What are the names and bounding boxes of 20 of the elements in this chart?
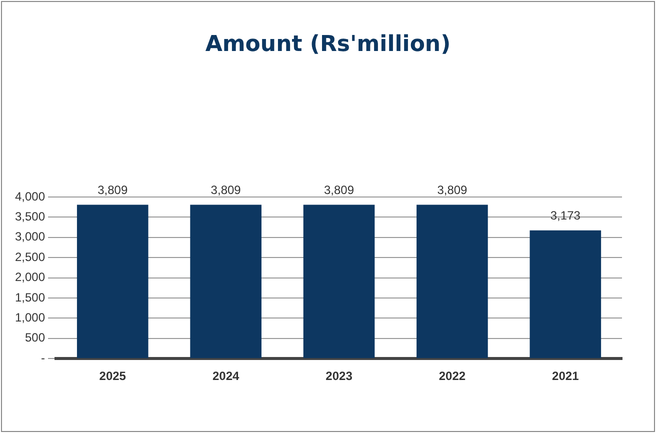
x-tick-label: 2022 [438,369,466,384]
x-tick-label: 2023 [326,369,353,384]
y-tick-label: 4,000 [15,189,46,204]
data-label: 3,809 [437,183,468,198]
y-tick-label: 2,500 [15,250,46,264]
y-tick-label: 2,000 [15,270,46,284]
x-tick-label: 2024 [212,369,240,384]
chart-title: Amount (Rs'million) [204,32,452,57]
y-tick-label: 500 [25,330,46,345]
data-label: 3,809 [210,183,242,198]
y-tick-label: - [41,350,46,365]
x-tick-label: 2025 [99,369,126,384]
x-tick-label: 2021 [552,369,580,384]
y-tick-label: 3,500 [15,210,46,224]
y-tick-label: 1,500 [15,290,46,304]
y-tick-label: 3,000 [15,230,46,244]
data-label: 3,173 [550,208,581,223]
data-label: 3,809 [324,183,354,198]
y-tick-label: 1,000 [15,310,46,325]
data-label: 3,809 [98,183,128,198]
